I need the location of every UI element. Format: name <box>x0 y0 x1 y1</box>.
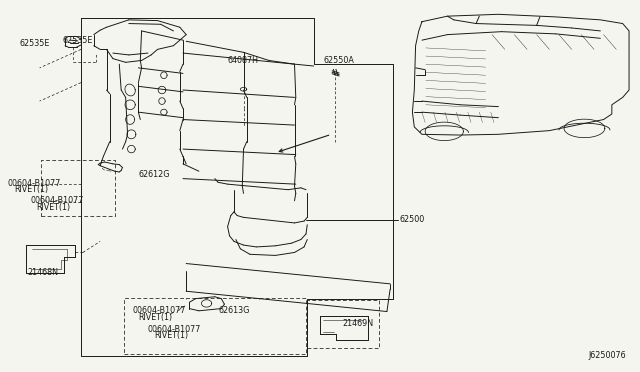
Text: 21468N: 21468N <box>27 268 58 277</box>
Text: 00604-B1077: 00604-B1077 <box>30 196 83 205</box>
Text: RIVET(1): RIVET(1) <box>154 331 188 340</box>
Text: 62612G: 62612G <box>138 170 170 179</box>
Text: 00604-B1077: 00604-B1077 <box>148 325 202 334</box>
Text: 62500: 62500 <box>399 215 425 224</box>
Text: 62535E: 62535E <box>63 36 93 45</box>
Text: 62535E: 62535E <box>19 39 50 48</box>
Text: J6250076: J6250076 <box>588 351 626 360</box>
Text: 62613G: 62613G <box>218 306 250 315</box>
Text: 64087H: 64087H <box>228 56 259 65</box>
Text: 21469N: 21469N <box>342 319 373 328</box>
Text: 00604-B1077: 00604-B1077 <box>132 306 186 315</box>
Text: RIVET(1): RIVET(1) <box>138 313 173 322</box>
Text: 00604-B1077: 00604-B1077 <box>8 179 61 187</box>
Text: RIVET(1): RIVET(1) <box>36 203 70 212</box>
Text: 62550A: 62550A <box>323 56 354 65</box>
Text: RIVET(1): RIVET(1) <box>14 185 48 194</box>
